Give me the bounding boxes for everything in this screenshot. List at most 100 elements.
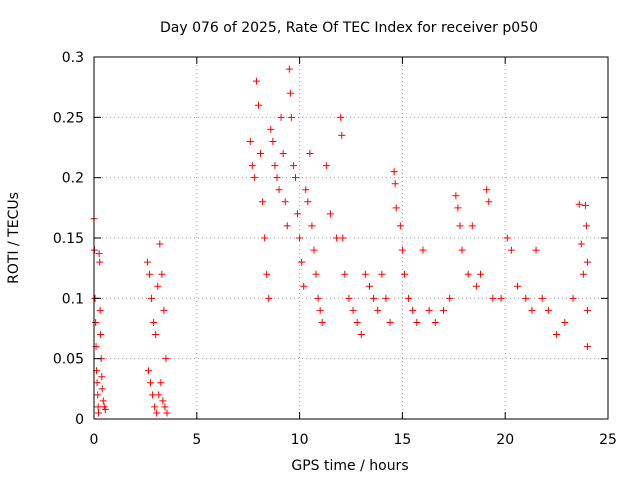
- data-point: [398, 246, 406, 254]
- data-point: [522, 294, 530, 302]
- data-point: [98, 373, 106, 381]
- data-point: [579, 270, 587, 278]
- data-point: [409, 306, 417, 314]
- data-point: [446, 294, 454, 302]
- data-point: [454, 204, 462, 212]
- data-point: [583, 258, 591, 266]
- data-point: [248, 162, 256, 170]
- data-point: [269, 137, 277, 145]
- data-point: [503, 234, 511, 242]
- data-point: [569, 294, 577, 302]
- data-point: [361, 270, 369, 278]
- data-point: [544, 306, 552, 314]
- data-point: [283, 222, 291, 230]
- data-point: [252, 77, 260, 85]
- data-point: [583, 306, 591, 314]
- data-point: [155, 391, 163, 399]
- data-point: [250, 174, 258, 182]
- x-axis-label: GPS time / hours: [291, 458, 408, 474]
- data-point: [291, 174, 299, 182]
- data-point: [160, 306, 168, 314]
- data-point: [302, 186, 310, 194]
- data-point: [316, 306, 324, 314]
- data-point: [386, 318, 394, 326]
- data-point: [93, 379, 101, 387]
- chart-title: Day 076 of 2025, Rate Of TEC Index for r…: [160, 20, 538, 36]
- data-point: [286, 89, 294, 97]
- x-tick-label: 15: [393, 432, 411, 448]
- x-tick-labels: 0 5 10 15 20 25: [90, 432, 617, 448]
- data-point: [158, 270, 166, 278]
- data-point: [279, 150, 287, 158]
- data-point: [339, 234, 347, 242]
- data-point: [452, 192, 460, 200]
- data-point: [538, 294, 546, 302]
- data-point: [333, 234, 341, 242]
- data-point: [322, 162, 330, 170]
- data-point: [489, 294, 497, 302]
- data-point: [464, 270, 472, 278]
- data-point: [265, 294, 273, 302]
- data-point: [257, 150, 265, 158]
- data-point: [296, 234, 304, 242]
- data-point: [581, 201, 589, 209]
- data-point: [400, 270, 408, 278]
- data-point: [338, 131, 346, 139]
- data-point: [144, 367, 152, 375]
- x-tick-label: 20: [496, 432, 514, 448]
- data-point: [275, 186, 283, 194]
- y-tick-label: 0.2: [62, 171, 84, 187]
- data-point: [94, 403, 102, 411]
- data-point: [153, 409, 161, 417]
- x-tick-label: 0: [90, 432, 99, 448]
- data-point: [95, 250, 103, 258]
- data-point: [477, 270, 485, 278]
- data-point: [162, 355, 170, 363]
- data-point: [353, 318, 361, 326]
- data-point: [259, 198, 267, 206]
- data-point: [94, 391, 102, 399]
- x-tick-label: 10: [291, 432, 309, 448]
- data-point: [582, 222, 590, 230]
- data-point: [281, 198, 289, 206]
- data-point: [472, 282, 480, 290]
- data-point: [413, 318, 421, 326]
- data-point: [337, 113, 345, 121]
- data-point: [357, 331, 365, 339]
- data-point: [326, 210, 334, 218]
- data-point: [378, 270, 386, 278]
- data-point: [149, 391, 157, 399]
- data-point: [532, 246, 540, 254]
- y-axis-label: ROTI / TECUs: [6, 192, 22, 284]
- data-point: [419, 246, 427, 254]
- data-point: [151, 403, 159, 411]
- data-point: [298, 258, 306, 266]
- data-point: [405, 294, 413, 302]
- data-point: [514, 282, 522, 290]
- data-point: [254, 101, 262, 109]
- data-points: [90, 65, 591, 417]
- y-tick-labels: 0 0.05 0.1 0.15 0.2 0.25 0.3: [53, 50, 84, 428]
- data-point: [271, 162, 279, 170]
- data-point: [294, 210, 302, 218]
- data-point: [304, 198, 312, 206]
- data-point: [101, 405, 109, 413]
- data-point: [341, 270, 349, 278]
- data-point: [583, 343, 591, 351]
- data-point: [382, 294, 390, 302]
- x-tick-label: 25: [599, 432, 617, 448]
- data-point: [396, 222, 404, 230]
- data-point: [267, 125, 275, 133]
- data-point: [98, 385, 106, 393]
- y-tick-label: 0.15: [53, 231, 84, 247]
- data-point: [497, 294, 505, 302]
- data-point: [370, 294, 378, 302]
- data-point: [577, 240, 585, 248]
- data-point: [349, 306, 357, 314]
- data-point: [306, 150, 314, 158]
- data-point: [528, 306, 536, 314]
- data-point: [300, 282, 308, 290]
- data-point: [289, 162, 297, 170]
- data-point: [97, 331, 105, 339]
- data-point: [390, 168, 398, 176]
